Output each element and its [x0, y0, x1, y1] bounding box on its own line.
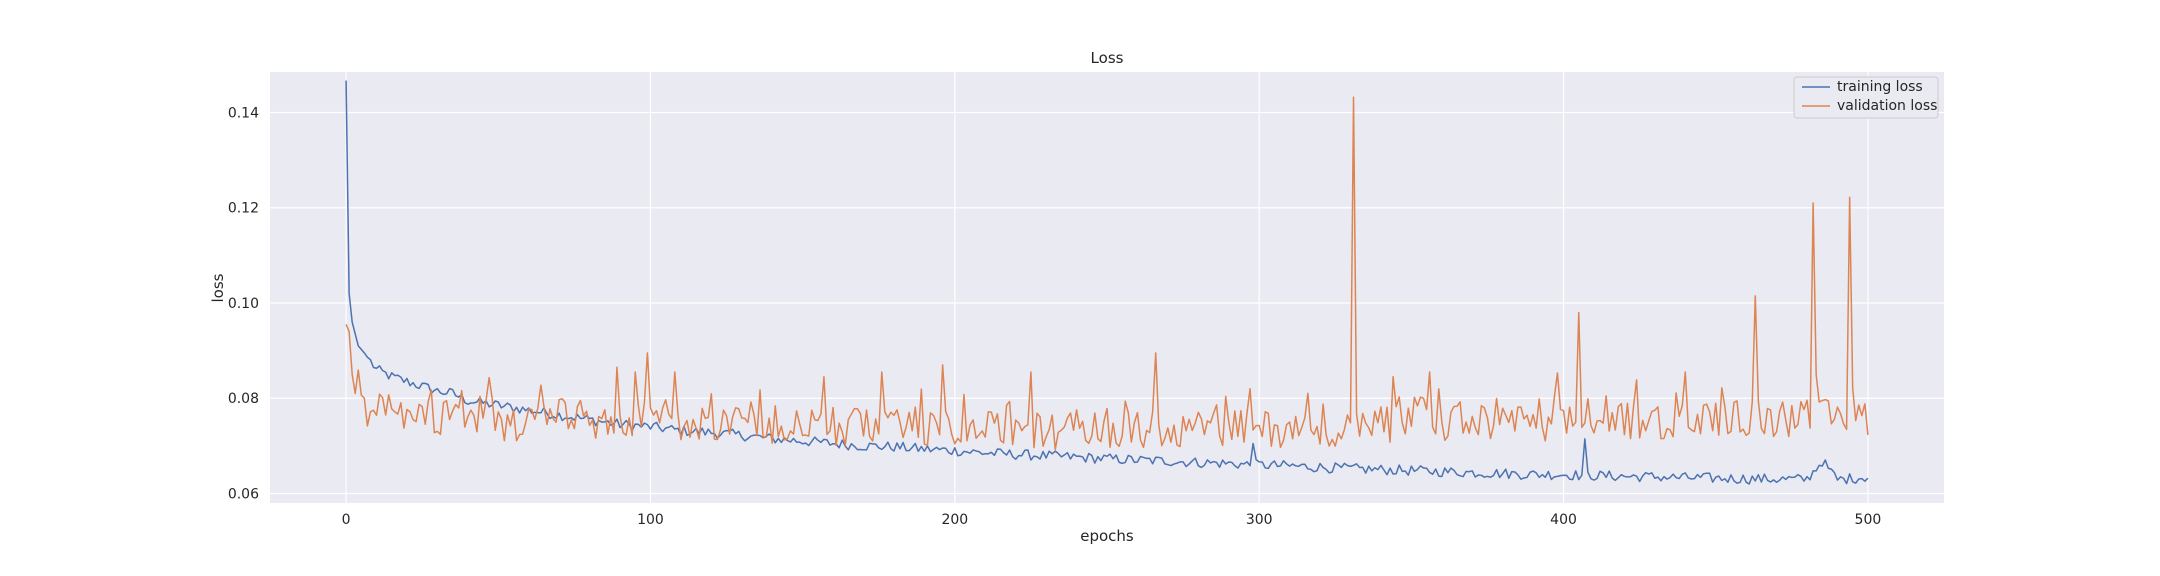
x-tick-label: 100	[637, 512, 664, 528]
x-tick-label: 0	[342, 512, 351, 528]
y-tick-label: 0.14	[228, 105, 259, 121]
training-loss-line	[345, 80, 1869, 485]
legend-label-training: training loss	[1837, 79, 1923, 95]
plot-background	[270, 72, 1944, 503]
series-layer	[345, 80, 1869, 485]
x-tick-label: 200	[941, 512, 968, 528]
chart-title: Loss	[1091, 49, 1124, 67]
grid-lines	[270, 72, 1944, 503]
validation-loss-line	[345, 96, 1869, 451]
x-tick-label: 500	[1855, 512, 1882, 528]
y-axis-label: loss	[209, 273, 227, 302]
x-tick-labels: 0 100 200 300 400 500	[342, 512, 1882, 528]
legend-label-validation: validation loss	[1837, 98, 1937, 114]
y-tick-label: 0.10	[228, 296, 259, 312]
x-tick-label: 300	[1246, 512, 1273, 528]
x-tick-label: 400	[1550, 512, 1577, 528]
y-tick-label: 0.08	[228, 391, 259, 407]
y-tick-label: 0.12	[228, 201, 259, 217]
x-axis-label: epochs	[1080, 527, 1134, 545]
y-tick-labels: 0.06 0.08 0.10 0.12 0.14	[228, 105, 259, 502]
legend: training loss validation loss	[1793, 76, 1939, 119]
y-tick-label: 0.06	[228, 486, 259, 502]
